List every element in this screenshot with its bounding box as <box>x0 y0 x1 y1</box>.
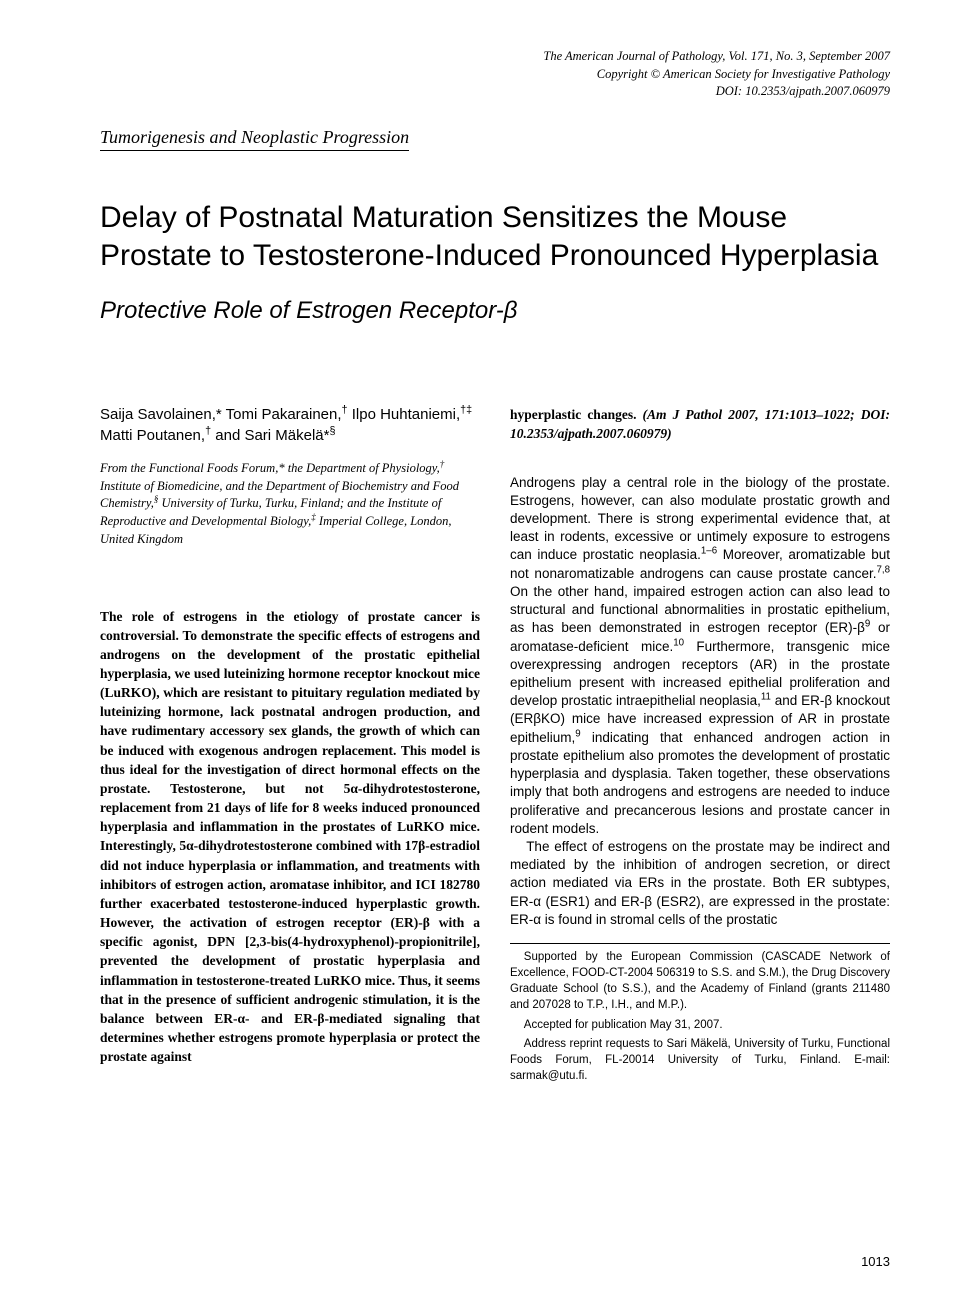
article-title: Delay of Postnatal Maturation Sensitizes… <box>100 199 890 276</box>
author-list: Saija Savolainen,* Tomi Pakarainen,† Ilp… <box>100 405 480 446</box>
left-column: Saija Savolainen,* Tomi Pakarainen,† Ilp… <box>100 405 480 1089</box>
abstract-tail: hyperplastic changes. <box>510 407 636 422</box>
body-text: Androgens play a central role in the bio… <box>510 474 890 929</box>
footnote-support: Supported by the European Commission (CA… <box>510 950 890 1013</box>
copyright-line: Copyright © American Society for Investi… <box>100 66 890 84</box>
doi-line: DOI: 10.2353/ajpath.2007.060979 <box>100 83 890 101</box>
journal-header: The American Journal of Pathology, Vol. … <box>100 48 890 101</box>
body-paragraph-1: Androgens play a central role in the bio… <box>510 474 890 838</box>
footnote-accepted: Accepted for publication May 31, 2007. <box>510 1018 890 1034</box>
two-column-layout: Saija Savolainen,* Tomi Pakarainen,† Ilp… <box>100 405 890 1089</box>
footnote-address: Address reprint requests to Sari Mäkelä,… <box>510 1037 890 1085</box>
abstract-continuation: hyperplastic changes. (Am J Pathol 2007,… <box>510 405 890 443</box>
footnotes: Supported by the European Commission (CA… <box>510 943 890 1085</box>
affiliations: From the Functional Foods Forum,* the De… <box>100 460 480 549</box>
article-subtitle: Protective Role of Estrogen Receptor-β <box>100 297 890 325</box>
journal-line: The American Journal of Pathology, Vol. … <box>100 48 890 66</box>
section-label: Tumorigenesis and Neoplastic Progression <box>100 127 409 151</box>
page-number: 1013 <box>861 1254 890 1269</box>
body-paragraph-2: The effect of estrogens on the prostate … <box>510 838 890 929</box>
abstract-text: The role of estrogens in the etiology of… <box>100 607 480 1067</box>
right-column: hyperplastic changes. (Am J Pathol 2007,… <box>510 405 890 1089</box>
